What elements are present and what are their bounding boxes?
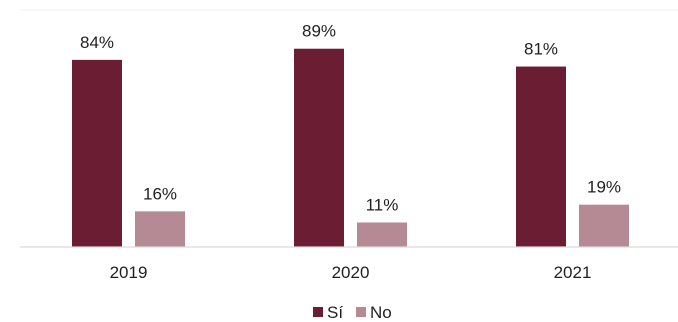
value-label-si-2021: 81% bbox=[524, 40, 558, 59]
value-label-si-2019: 84% bbox=[80, 33, 114, 52]
bar-si-2021 bbox=[516, 66, 566, 247]
legend: Sí No bbox=[313, 303, 392, 322]
value-label-no-2019: 16% bbox=[143, 184, 177, 203]
legend-swatch-no bbox=[356, 307, 366, 317]
bar-no-2021 bbox=[579, 204, 629, 247]
x-tick-labels-group: 2019 2020 2021 bbox=[110, 263, 592, 282]
x-tick-label-2019: 2019 bbox=[110, 263, 148, 282]
value-label-no-2021: 19% bbox=[587, 178, 621, 197]
legend-swatch-si bbox=[313, 307, 323, 317]
legend-label-no: No bbox=[370, 303, 392, 322]
bar-no-2019 bbox=[135, 211, 185, 247]
bar-no-2020 bbox=[357, 222, 407, 247]
value-label-si-2020: 89% bbox=[302, 22, 336, 41]
bar-si-2020 bbox=[294, 48, 344, 247]
legend-label-si: Sí bbox=[327, 303, 343, 322]
value-label-no-2020: 11% bbox=[366, 195, 399, 214]
bar-si-2019 bbox=[72, 59, 122, 247]
bars-group bbox=[72, 48, 629, 247]
x-tick-label-2020: 2020 bbox=[332, 263, 370, 282]
x-tick-label-2021: 2021 bbox=[554, 263, 592, 282]
value-labels-group: 84% 16% 89% 11% 81% 19% bbox=[80, 22, 621, 215]
